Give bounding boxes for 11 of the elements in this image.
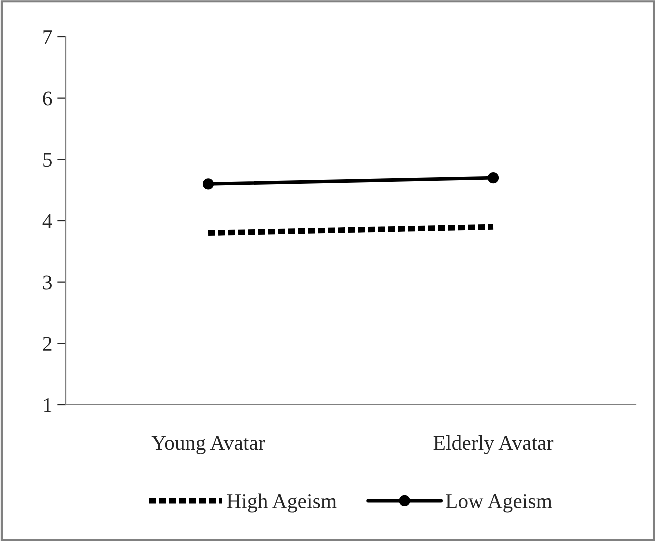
y-tick-label: 5 <box>44 153 52 168</box>
y-tick-label: 7 <box>44 30 52 44</box>
x-tick-label: Young Avatar <box>152 436 266 454</box>
legend-label: Low Ageism <box>446 494 552 513</box>
x-tick-label: Elderly Avatar <box>434 436 554 455</box>
y-tick-label: 2 <box>43 337 52 351</box>
y-tick-label: 6 <box>43 92 52 106</box>
legend-label: High Ageism <box>227 494 337 513</box>
y-tick-label: 1 <box>44 398 52 412</box>
y-tick-label: 3 <box>43 276 52 290</box>
y-tick-label: 4 <box>42 214 52 228</box>
